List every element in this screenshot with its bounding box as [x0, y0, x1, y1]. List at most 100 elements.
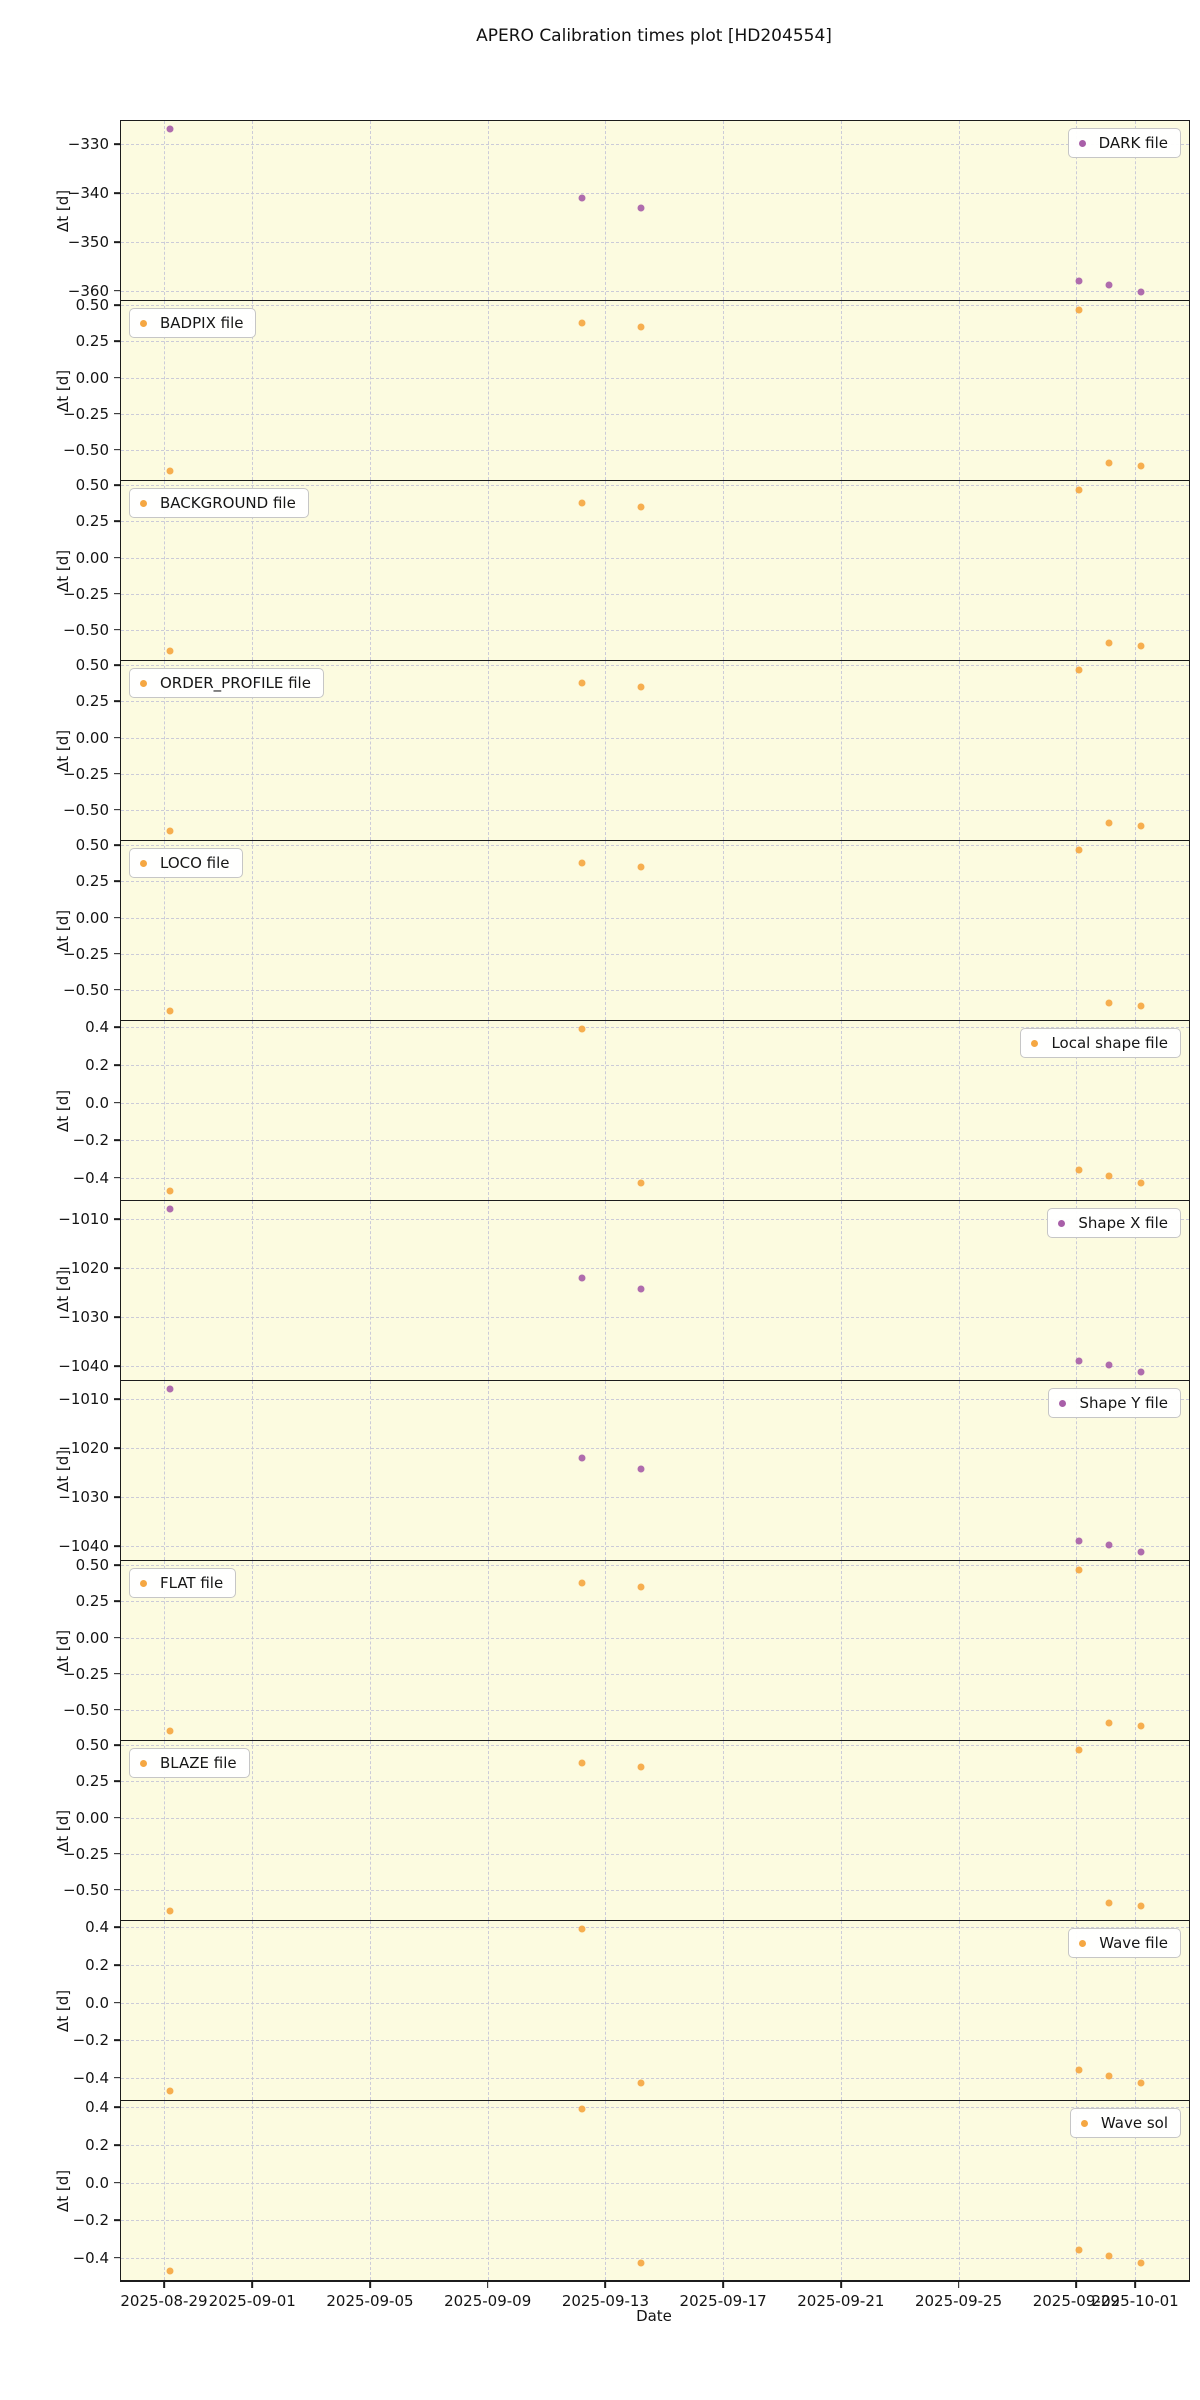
- gridline-v: [958, 1381, 960, 1560]
- legend-marker-icon: [140, 499, 147, 507]
- x-tick-mark: [486, 2281, 489, 2288]
- gridline-h: [121, 557, 1189, 559]
- x-tick-label: 2025-09-01: [208, 2292, 296, 2310]
- data-point: [1137, 1002, 1145, 1010]
- data-point: [1075, 846, 1083, 854]
- y-tick-label: −1010: [58, 1390, 109, 1409]
- y-tick-label: −360: [67, 281, 109, 300]
- gridline-h: [121, 290, 1189, 292]
- gridline-h: [121, 2040, 1189, 2042]
- gridline-h: [121, 809, 1189, 811]
- y-tick-label: −0.25: [63, 584, 109, 603]
- gridline-v: [605, 1561, 607, 1740]
- y-tick-label: 0.25: [75, 1772, 109, 1791]
- y-tick-label: −1010: [58, 1210, 109, 1229]
- gridline-v: [252, 1021, 254, 1200]
- gridline-v: [252, 661, 254, 840]
- gridline-v: [369, 121, 371, 300]
- y-tick-mark: [114, 1101, 121, 1104]
- gridline-v: [163, 1021, 165, 1200]
- gridline-v: [163, 301, 165, 480]
- data-point: [1137, 822, 1145, 830]
- gridline-v: [252, 2101, 254, 2280]
- y-tick-mark: [114, 520, 121, 523]
- gridline-h: [121, 1637, 1189, 1639]
- gridline-v: [487, 1021, 489, 1200]
- x-tick-mark: [840, 2281, 842, 2288]
- y-tick-label: −0.25: [63, 764, 109, 783]
- legend-label: LOCO file: [160, 854, 230, 872]
- gridline-v: [605, 1381, 607, 1560]
- gridline-v: [605, 1921, 607, 2100]
- gridline-v: [723, 481, 725, 660]
- y-tick-mark: [114, 1267, 121, 1269]
- gridline-v: [163, 841, 165, 1020]
- y-tick-label: 0.50: [75, 1736, 109, 1755]
- gridline-v: [958, 1741, 960, 1920]
- gridline-v: [958, 2101, 960, 2280]
- y-tick-label: −0.4: [72, 2068, 109, 2087]
- x-tick-mark: [604, 2281, 607, 2288]
- gridline-v: [487, 121, 489, 300]
- y-tick-mark: [114, 2001, 121, 2004]
- x-tick-mark: [957, 2281, 960, 2288]
- y-tick-label: −0.50: [63, 440, 109, 459]
- gridline-v: [252, 1201, 254, 1380]
- y-tick-mark: [114, 1600, 121, 1603]
- y-tick-mark: [114, 2039, 121, 2041]
- y-tick-mark: [114, 304, 121, 307]
- gridline-v: [1135, 1021, 1137, 1200]
- y-tick-label: 0.50: [75, 836, 109, 855]
- y-tick-label: 0.00: [75, 368, 109, 387]
- legend-label: Wave sol: [1100, 2114, 1168, 2132]
- axis-ylabel: Δt [d]: [54, 1449, 72, 1492]
- data-point: [578, 1274, 586, 1282]
- gridline-h: [121, 2144, 1189, 2146]
- gridline-v: [252, 1561, 254, 1740]
- y-tick-mark: [114, 1636, 121, 1639]
- gridline-h: [121, 1496, 1189, 1498]
- y-tick-mark: [114, 808, 121, 811]
- y-tick-mark: [114, 1398, 121, 1400]
- data-point: [637, 1179, 645, 1187]
- legend-marker-icon: [1080, 2119, 1088, 2127]
- legend-marker-icon: [1078, 139, 1086, 147]
- data-point: [578, 679, 586, 687]
- data-point: [166, 1007, 174, 1015]
- data-point: [1137, 2079, 1145, 2087]
- y-tick-label: −0.25: [63, 1664, 109, 1683]
- gridline-h: [121, 2107, 1189, 2109]
- data-point: [166, 1187, 174, 1195]
- gridline-v: [1076, 301, 1078, 480]
- y-tick-label: −0.2: [72, 1131, 109, 1150]
- gridline-h: [121, 1853, 1189, 1855]
- y-tick-label: 0.2: [85, 2135, 109, 2154]
- y-tick-mark: [114, 628, 121, 631]
- axis-ylabel: Δt [d]: [54, 1629, 72, 1672]
- gridline-v: [487, 301, 489, 480]
- data-point: [1075, 2066, 1083, 2074]
- gridline-v: [1135, 481, 1137, 660]
- gridline-v: [369, 661, 371, 840]
- y-tick-mark: [114, 1672, 121, 1675]
- axis-ylabel: Δt [d]: [54, 549, 72, 592]
- gridline-v: [723, 1741, 725, 1920]
- panel-badpix-file: 0.50 0.25 0.00 −0.25 −0.50 Δt [d] BADPIX file: [54, 296, 1189, 481]
- x-tick-label: 2025-08-29: [120, 2292, 208, 2310]
- y-tick-label: 0.0: [85, 1993, 109, 2012]
- data-point: [166, 2267, 174, 2275]
- y-tick-label: −1030: [58, 1487, 109, 1506]
- legend: Shape X file: [1047, 1208, 1181, 1238]
- gridline-v: [1135, 301, 1137, 480]
- y-tick-mark: [114, 2076, 121, 2079]
- gridline-h: [121, 1140, 1189, 1142]
- gridline-v: [840, 2101, 842, 2280]
- y-tick-mark: [114, 1816, 121, 1819]
- gridline-h: [121, 1365, 1189, 1367]
- gridline-v: [723, 841, 725, 1020]
- gridline-h: [121, 629, 1189, 631]
- data-point: [578, 1579, 586, 1587]
- panel-shape-y-file: −1010 −1020 −1030 −1040 Δt [d] Shape Y file: [54, 1381, 1189, 1561]
- data-point: [578, 499, 586, 507]
- data-point: [637, 323, 645, 331]
